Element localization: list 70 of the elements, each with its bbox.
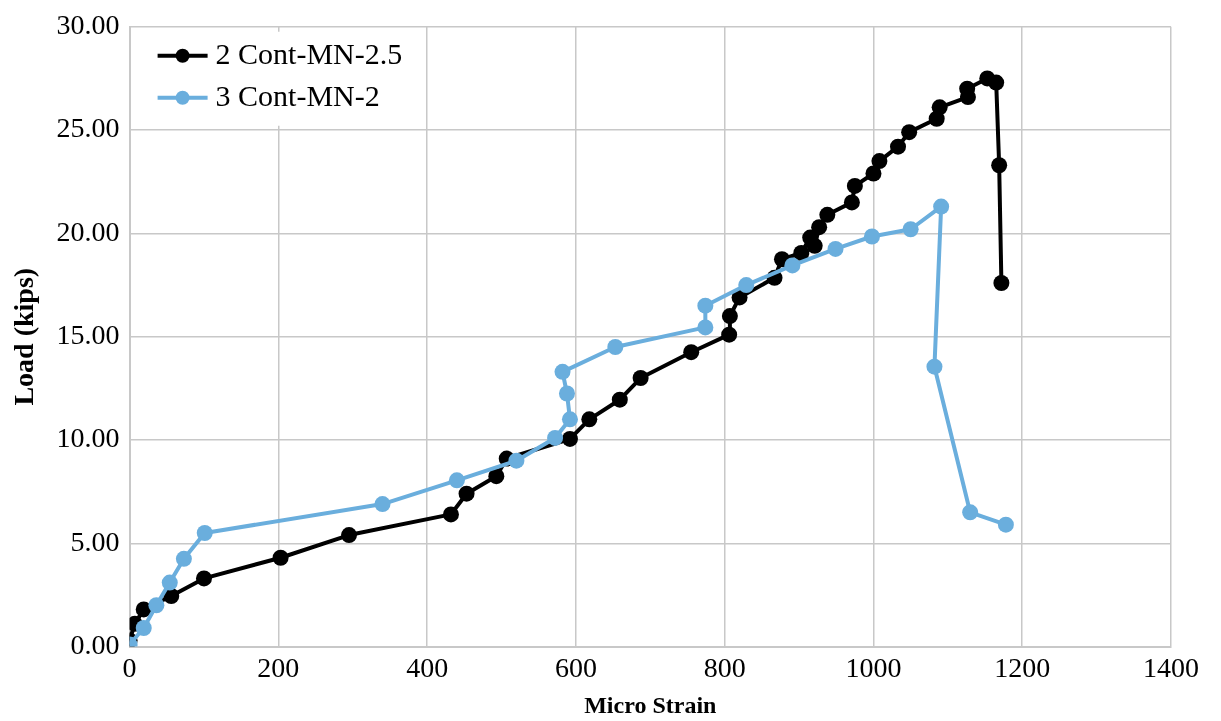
point (806, 237, 823, 254)
point (195, 570, 212, 587)
x-tick-label: 1000 (845, 651, 902, 683)
point (581, 411, 598, 428)
point (846, 177, 863, 194)
y-tick-label: 20.00 (56, 215, 120, 247)
point (442, 506, 459, 523)
point (993, 274, 1010, 291)
point (196, 524, 213, 541)
point (697, 319, 714, 336)
point (988, 74, 1005, 91)
point (819, 206, 836, 223)
point (863, 228, 880, 245)
point (827, 240, 844, 257)
point (793, 245, 810, 262)
point (933, 198, 950, 215)
x-tick-label: 1400 (1143, 651, 1199, 683)
point (784, 257, 801, 274)
point (931, 99, 948, 116)
y-tick-label: 5.00 (70, 525, 120, 557)
y-axis-title: Load (kips) (8, 267, 40, 406)
point (611, 391, 628, 408)
point (962, 504, 979, 521)
x-tick-label: 400 (406, 651, 449, 683)
point (843, 194, 860, 211)
point (547, 429, 564, 446)
point (926, 358, 943, 375)
x-tick-label: 1200 (994, 651, 1051, 683)
x-tick-label: 0 (122, 651, 137, 683)
point (148, 597, 165, 614)
point (683, 344, 700, 361)
y-tick-label: 10.00 (56, 422, 120, 454)
legend-label: 2 Cont-MN-2.5 (215, 36, 403, 70)
point (341, 527, 358, 544)
point (458, 485, 475, 502)
point (890, 138, 906, 155)
point (697, 297, 714, 314)
point (738, 277, 755, 294)
point (135, 620, 152, 637)
x-axis-title: Micro Strain (584, 691, 717, 718)
point (721, 308, 738, 325)
point (902, 221, 919, 238)
point (901, 124, 918, 141)
point (272, 549, 289, 566)
y-tick-label: 25.00 (56, 112, 120, 144)
y-tick-label: 30.00 (56, 9, 120, 41)
point (488, 468, 505, 485)
point (554, 363, 571, 380)
point (865, 165, 882, 182)
point (632, 370, 649, 387)
point (561, 411, 578, 428)
point (561, 430, 578, 447)
legend-label: 3 Cont-MN-2 (215, 78, 380, 112)
point (991, 157, 1008, 174)
point (175, 550, 192, 567)
y-tick-label: 0.00 (70, 628, 120, 660)
x-tick-label: 200 (257, 651, 300, 683)
y-tick-label: 15.00 (56, 319, 120, 351)
x-tick-label: 600 (554, 651, 597, 683)
point (161, 574, 178, 591)
point (871, 153, 888, 170)
point (997, 516, 1014, 533)
point (558, 385, 575, 402)
point (811, 219, 828, 236)
point (721, 326, 738, 343)
point (508, 452, 525, 469)
x-tick-label: 800 (703, 651, 746, 683)
point (607, 339, 624, 356)
point (374, 496, 391, 513)
point (448, 472, 465, 489)
